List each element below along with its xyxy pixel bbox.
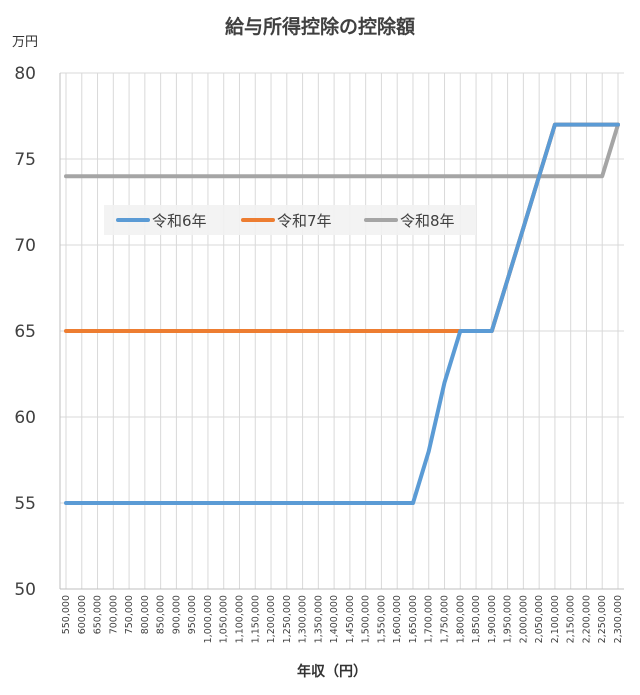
x-tick-label: 800,000	[140, 595, 151, 634]
x-tick-label: 1,300,000	[298, 595, 309, 643]
legend: 令和6年 令和7年 令和8年	[104, 205, 476, 235]
x-tick-label: 1,200,000	[266, 595, 277, 643]
x-tick-label: 1,750,000	[440, 595, 451, 643]
x-tick-label: 1,400,000	[329, 595, 340, 643]
x-tick-label: 950,000	[187, 595, 198, 634]
x-tick-label: 850,000	[156, 595, 167, 634]
x-tick-label: 1,800,000	[455, 595, 466, 643]
y-tick-label: 50	[14, 580, 36, 600]
x-tick-label: 700,000	[108, 595, 119, 634]
x-tick-label: 2,050,000	[534, 595, 545, 643]
x-axis-label: 年収（円）	[297, 663, 367, 680]
x-tick-label: 1,500,000	[361, 595, 372, 643]
x-tick-label: 600,000	[77, 595, 88, 634]
series-line-1	[64, 122, 620, 505]
y-tick-label: 80	[14, 64, 36, 84]
axes: 50 55 60 65 70 75 80 550,000 600,000 650,000 700,0…	[14, 64, 624, 643]
x-tick-label: 1,550,000	[376, 595, 387, 643]
legend-background	[104, 205, 476, 235]
y-tick-label: 70	[14, 236, 36, 256]
x-tick-label: 1,150,000	[250, 595, 261, 643]
x-tick-label: 1,650,000	[408, 595, 419, 643]
x-tick-label: 1,350,000	[313, 595, 324, 643]
y-tick-label: 75	[14, 150, 36, 170]
x-tick-label: 2,150,000	[566, 595, 577, 643]
x-tick-label: 1,450,000	[345, 595, 356, 643]
x-tick-label: 2,250,000	[597, 595, 608, 643]
x-tick-label: 1,600,000	[392, 595, 403, 643]
x-tick-label: 1,100,000	[234, 595, 245, 643]
legend-label-3: 令和8年	[400, 212, 455, 230]
x-tick-label: 1,700,000	[424, 595, 435, 643]
x-tick-label: 2,300,000	[613, 595, 624, 643]
x-tick-label: 1,250,000	[282, 595, 293, 643]
y-axis-unit: 万円	[12, 35, 38, 50]
x-tick-label: 2,100,000	[550, 595, 561, 643]
legend-label-2: 令和7年	[277, 212, 332, 230]
x-tick-label: 550,000	[61, 595, 72, 634]
x-tick-label: 2,000,000	[518, 595, 529, 643]
x-tick-label: 1,950,000	[503, 595, 514, 643]
x-tick-label: 1,850,000	[471, 595, 482, 643]
x-tick-label: 750,000	[124, 595, 135, 634]
y-tick-label: 65	[14, 322, 36, 342]
chart-title: 給与所得控除の控除額	[225, 15, 415, 38]
y-tick-label: 60	[14, 408, 36, 428]
y-tick-label: 55	[14, 494, 36, 514]
x-tick-label: 1,050,000	[219, 595, 230, 643]
legend-label-1: 令和6年	[152, 212, 207, 230]
x-tick-label: 1,900,000	[487, 595, 498, 643]
series-lines	[64, 122, 620, 505]
x-tick-label: 650,000	[93, 595, 104, 634]
x-tick-label: 900,000	[171, 595, 182, 634]
series-line-3	[64, 122, 620, 179]
x-tick-label: 1,000,000	[203, 595, 214, 643]
x-tick-label: 2,200,000	[581, 595, 592, 643]
